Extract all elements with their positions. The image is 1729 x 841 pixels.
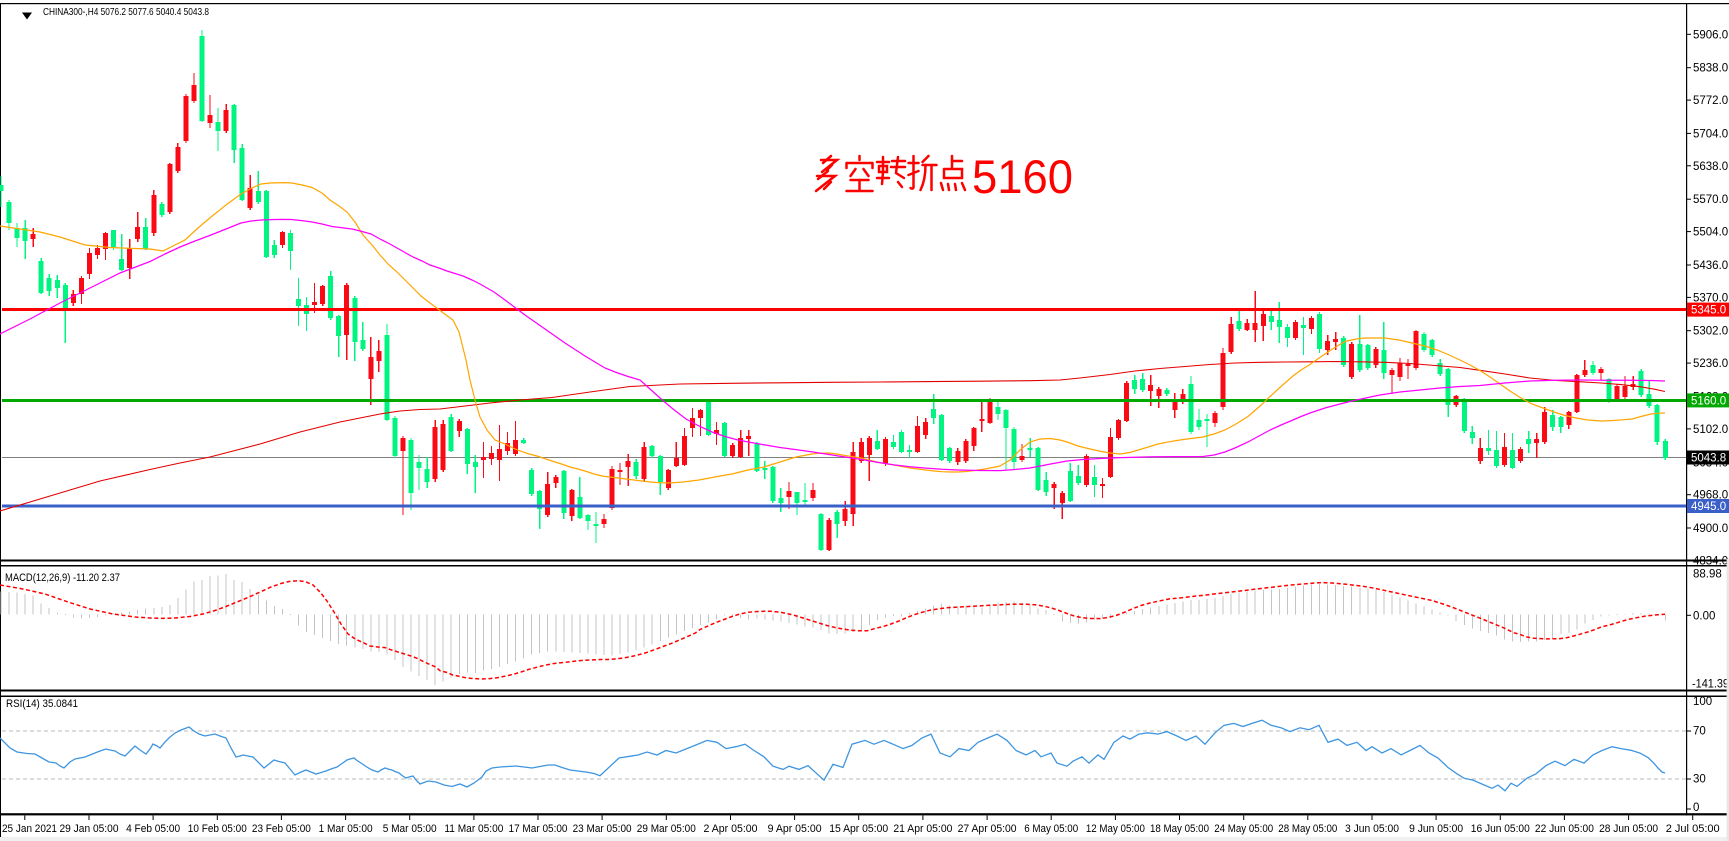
svg-text:18 May 05:00: 18 May 05:00: [1150, 823, 1209, 835]
svg-text:0.00: 0.00: [1693, 610, 1715, 622]
svg-text:30: 30: [1693, 774, 1706, 786]
svg-text:RSI(14) 35.0841: RSI(14) 35.0841: [6, 698, 78, 710]
svg-text:29 Mar 05:00: 29 Mar 05:00: [637, 823, 696, 835]
svg-text:15 Apr 05:00: 15 Apr 05:00: [829, 823, 888, 835]
svg-text:28 Jun 05:00: 28 Jun 05:00: [1599, 823, 1658, 835]
svg-text:2 Apr 05:00: 2 Apr 05:00: [704, 823, 758, 835]
svg-text:24 May 05:00: 24 May 05:00: [1214, 823, 1273, 835]
svg-text:5704.0: 5704.0: [1693, 128, 1728, 140]
svg-text:5772.0: 5772.0: [1693, 95, 1728, 107]
svg-text:21 Apr 05:00: 21 Apr 05:00: [893, 823, 952, 835]
svg-text:3 Jun 05:00: 3 Jun 05:00: [1345, 823, 1399, 835]
svg-text:4900.0: 4900.0: [1693, 523, 1728, 535]
svg-text:5436.0: 5436.0: [1693, 260, 1728, 272]
svg-text:25 Jan 2021: 25 Jan 2021: [2, 823, 57, 835]
svg-text:5838.0: 5838.0: [1693, 63, 1728, 75]
svg-text:9 Jun 05:00: 9 Jun 05:00: [1409, 823, 1463, 835]
svg-text:100: 100: [1693, 696, 1712, 708]
svg-text:1 Mar 05:00: 1 Mar 05:00: [319, 823, 373, 835]
svg-text:5102.0: 5102.0: [1693, 424, 1728, 436]
svg-text:5504.0: 5504.0: [1693, 227, 1728, 239]
svg-text:MACD(12,26,9) -11.20 2.37: MACD(12,26,9) -11.20 2.37: [5, 572, 120, 584]
svg-text:5345.0: 5345.0: [1691, 305, 1726, 317]
svg-text:5302.0: 5302.0: [1693, 326, 1728, 338]
svg-text:16 Jun 05:00: 16 Jun 05:00: [1471, 823, 1530, 835]
svg-text:2 Jul 05:00: 2 Jul 05:00: [1666, 823, 1720, 835]
svg-text:5236.0: 5236.0: [1693, 358, 1728, 370]
svg-text:27 Apr 05:00: 27 Apr 05:00: [958, 823, 1017, 835]
svg-text:12 May 05:00: 12 May 05:00: [1086, 823, 1145, 835]
svg-text:22 Jun 05:00: 22 Jun 05:00: [1535, 823, 1594, 835]
svg-text:4834.0: 4834.0: [1693, 555, 1728, 567]
svg-text:23 Feb 05:00: 23 Feb 05:00: [252, 823, 311, 835]
svg-text:-141.39: -141.39: [1692, 678, 1729, 690]
svg-text:5160.0: 5160.0: [1691, 395, 1726, 407]
svg-text:5906.0: 5906.0: [1693, 29, 1728, 41]
svg-text:5160: 5160: [972, 150, 1073, 203]
svg-text:4945.0: 4945.0: [1691, 501, 1726, 513]
svg-text:17 Mar 05:00: 17 Mar 05:00: [509, 823, 568, 835]
svg-text:0: 0: [1693, 802, 1699, 814]
svg-text:4 Feb 05:00: 4 Feb 05:00: [126, 823, 180, 835]
svg-text:5370.0: 5370.0: [1693, 292, 1728, 304]
svg-text:5638.0: 5638.0: [1693, 161, 1728, 173]
svg-text:5570.0: 5570.0: [1693, 194, 1728, 206]
svg-text:11 Mar 05:00: 11 Mar 05:00: [444, 823, 503, 835]
svg-text:10 Feb 05:00: 10 Feb 05:00: [188, 823, 247, 835]
svg-text:5 Mar 05:00: 5 Mar 05:00: [383, 823, 437, 835]
svg-text:29 Jan 05:00: 29 Jan 05:00: [60, 823, 119, 835]
svg-text:5043.8: 5043.8: [1691, 453, 1726, 465]
svg-text:70: 70: [1693, 726, 1706, 738]
svg-text:28 May 05:00: 28 May 05:00: [1278, 823, 1337, 835]
svg-text:CHINA300-,H4 5076.2 5077.6 50: CHINA300-,H4 5076.2 5077.6 5040.4 5043.8: [43, 6, 209, 18]
svg-text:88.98: 88.98: [1693, 569, 1722, 581]
svg-text:23 Mar 05:00: 23 Mar 05:00: [573, 823, 632, 835]
svg-text:9 Apr 05:00: 9 Apr 05:00: [768, 823, 822, 835]
svg-text:6 May 05:00: 6 May 05:00: [1024, 823, 1078, 835]
svg-text:4968.0: 4968.0: [1693, 490, 1728, 502]
